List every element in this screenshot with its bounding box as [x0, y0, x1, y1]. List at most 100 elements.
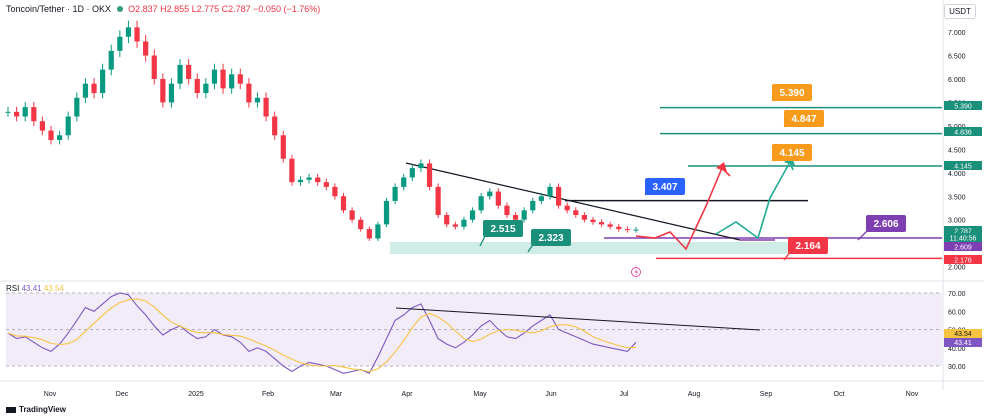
- candle-body: [538, 196, 544, 201]
- price-callout: 2.164: [783, 237, 828, 261]
- candle-body: [478, 196, 484, 211]
- rsi-value-badge: [944, 338, 982, 347]
- candle-body: [530, 200, 536, 211]
- price-callout: 4.847: [783, 110, 824, 128]
- rsi-value-badge-label: 43.41: [954, 340, 972, 347]
- candle-body: [82, 83, 89, 98]
- callout-box: [788, 237, 828, 254]
- price-tick-label: 7.000: [948, 30, 966, 37]
- price-tick-label: 4.000: [948, 171, 966, 178]
- candle-body: [143, 41, 149, 56]
- candle-body: [297, 179, 304, 183]
- candle-body: [134, 27, 140, 42]
- candle-body: [48, 130, 54, 140]
- candle-body: [504, 205, 510, 216]
- price-tick-label: 6.500: [948, 54, 966, 61]
- candle-body: [31, 107, 37, 122]
- rsi-header: RSI 43.41 43.54: [6, 284, 64, 293]
- candle-body: [435, 186, 441, 216]
- rsi-value: 43.41: [21, 284, 42, 293]
- rsi-ma-line: [7, 298, 637, 373]
- trendline: [405, 162, 741, 241]
- support-zone: [390, 242, 790, 254]
- candle-body: [91, 83, 97, 94]
- candle-body: [383, 200, 390, 225]
- candle-body: [220, 69, 226, 89]
- candle-body: [306, 177, 312, 180]
- callout-label: 2.606: [873, 219, 898, 230]
- candle-body: [555, 186, 562, 206]
- bearish-arrow-icon: [716, 162, 727, 172]
- callout-box: [772, 84, 812, 101]
- callout-label: 4.145: [779, 148, 804, 159]
- candle-body: [375, 224, 381, 239]
- candle-body: [100, 69, 106, 94]
- price-axis-label: 2.609: [954, 245, 972, 252]
- price-axis-badge: [944, 101, 982, 110]
- candle-body: [392, 186, 398, 201]
- candle-body: [461, 219, 467, 227]
- price-callout: 2.323: [527, 229, 571, 253]
- candle-body: [607, 224, 613, 227]
- callout-box: [483, 220, 523, 237]
- callout-label: 2.323: [538, 233, 563, 244]
- candle-body: [39, 121, 46, 131]
- candle-body: [160, 78, 166, 103]
- ohlc-values: O2.837 H2.855 L2.775 C2.787 −0.050 (−1.7…: [128, 4, 321, 14]
- price-axis-label: 11:40:56: [950, 236, 977, 243]
- candle-body: [401, 177, 407, 187]
- rsi-tick-label: 30.00: [948, 364, 966, 371]
- candle-body: [418, 163, 424, 169]
- callout-box: [531, 229, 571, 246]
- candle-body: [203, 83, 209, 94]
- candle-body: [564, 205, 570, 211]
- rsi-ma-value: 43.54: [43, 284, 64, 293]
- candle-body: [289, 158, 295, 183]
- symbol-name: Toncoin/Tether · 1D · OKX: [6, 4, 112, 14]
- price-axis-badge: [944, 226, 982, 235]
- time-tick-label: Jun: [545, 391, 556, 398]
- candle-body: [229, 74, 235, 89]
- candle-body: [74, 97, 80, 117]
- candle-body: [469, 210, 476, 220]
- candle-body: [280, 135, 286, 159]
- candle-body: [177, 64, 183, 84]
- candle-body: [409, 168, 415, 178]
- candle-body: [22, 107, 28, 117]
- candle-body: [598, 222, 605, 225]
- candle-body: [211, 69, 218, 84]
- rsi-tick-label: 70.00: [948, 291, 966, 298]
- callout-label: 2.515: [490, 224, 515, 235]
- time-tick-label: Feb: [262, 391, 274, 398]
- candle-body: [547, 186, 553, 197]
- price-axis-badge: [944, 255, 982, 264]
- candle-body: [237, 74, 243, 84]
- time-tick-label: Dec: [116, 391, 129, 398]
- lightning-icon: [634, 268, 639, 276]
- candle-body: [512, 215, 519, 220]
- candle-body: [590, 219, 596, 223]
- callout-box: [772, 144, 812, 161]
- price-axis-label: 2.176: [954, 258, 972, 265]
- candle-body: [194, 78, 200, 94]
- candle-body: [186, 64, 192, 79]
- candle-body: [358, 219, 364, 230]
- time-tick-label: Jul: [620, 391, 629, 398]
- time-tick-label: May: [473, 391, 487, 398]
- callout-label: 5.390: [779, 88, 804, 99]
- price-axis-badge: [944, 161, 982, 170]
- time-tick-label: Nov: [44, 391, 57, 398]
- candle-body: [108, 50, 114, 70]
- candle-body: [5, 111, 11, 113]
- tradingview-mark-icon: [6, 406, 16, 413]
- candle-body: [272, 116, 278, 136]
- candle-body: [315, 177, 321, 183]
- price-tick-label: 4.500: [948, 147, 966, 154]
- rsi-line: [7, 292, 637, 375]
- tradingview-logo: TradingView: [6, 405, 66, 414]
- time-tick-label: Sep: [760, 391, 773, 398]
- currency-unit-button[interactable]: USDT: [944, 4, 976, 19]
- candle-body: [332, 186, 338, 197]
- price-callout: 3.407: [644, 178, 685, 196]
